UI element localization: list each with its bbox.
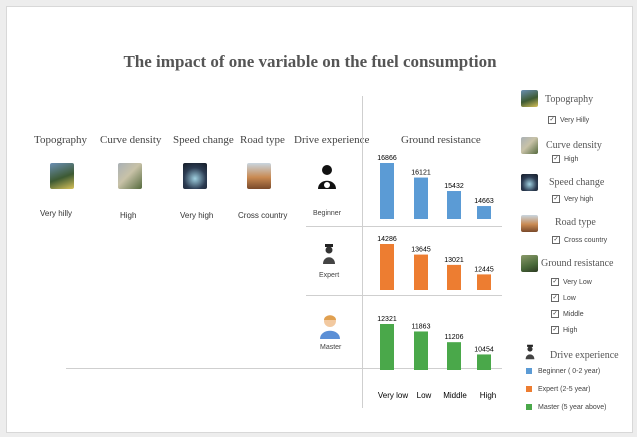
bar-value-label: 16866 xyxy=(377,155,397,162)
category-label: Very low xyxy=(378,391,408,400)
bar xyxy=(447,191,461,219)
hilly-road-icon xyxy=(50,163,74,189)
driver-icon xyxy=(318,165,336,189)
bar xyxy=(414,331,428,370)
hilly-road-icon xyxy=(521,90,538,107)
bar xyxy=(477,274,491,290)
header-road-type: Road type xyxy=(240,134,285,146)
checkbox-icon: ✓ xyxy=(548,116,556,124)
bar xyxy=(414,177,428,219)
legend-curve-density-item: ✓ High xyxy=(552,155,579,163)
legend-series-item: Beginner ( 0-2 year) xyxy=(526,368,600,375)
speed-change-value: Very high xyxy=(180,211,214,220)
bar xyxy=(414,254,428,290)
series-swatch xyxy=(526,368,532,375)
bar xyxy=(477,354,491,370)
header-speed-change: Speed change xyxy=(173,134,234,146)
legend-ground-item: ✓ High xyxy=(551,326,578,334)
category-label: Middle xyxy=(443,391,467,400)
level-label-master: Master xyxy=(320,344,342,351)
legend-ground-item: ✓ Low xyxy=(551,294,576,302)
baseline-divider xyxy=(66,368,502,369)
bar-value-label: 11206 xyxy=(445,334,464,341)
level-label-expert: Expert xyxy=(319,272,340,279)
header-curve-density: Curve density xyxy=(100,134,162,146)
series-swatch xyxy=(526,404,532,411)
curvy-road-icon xyxy=(521,137,538,154)
bar-value-label: 16121 xyxy=(411,170,431,177)
checkbox-icon: ✓ xyxy=(551,278,559,286)
level-label-beginner: Beginner xyxy=(313,210,342,217)
header-drive-experience: Drive experience xyxy=(294,134,370,146)
legend-speed-change-item: ✓ Very high xyxy=(552,195,594,203)
header-ground-resistance: Ground resistance xyxy=(401,134,481,146)
speedometer-icon xyxy=(183,163,207,189)
bar-value-label: 14663 xyxy=(474,198,494,205)
bar-value-label: 13645 xyxy=(411,247,431,254)
cross-country-road-icon xyxy=(247,163,271,189)
driver-icon xyxy=(320,315,340,339)
category-label: Low xyxy=(417,391,432,400)
chart-divider xyxy=(362,96,363,408)
series-swatch xyxy=(526,386,532,393)
driver-icon xyxy=(323,244,335,264)
bar-value-label: 12445 xyxy=(474,266,494,273)
bar xyxy=(380,244,394,290)
bar xyxy=(447,264,461,290)
bar-value-label: 11863 xyxy=(412,323,431,330)
legend-series-item: Master (5 year above) xyxy=(526,404,606,411)
driver-icon xyxy=(525,344,535,360)
bar-value-label: 12321 xyxy=(377,316,397,323)
row-divider-2 xyxy=(306,295,502,296)
legend-series-item: Expert (2-5 year) xyxy=(526,386,591,393)
legend-road-type-item: ✓ Cross country xyxy=(552,236,608,244)
checkbox-icon: ✓ xyxy=(551,294,559,302)
curvy-road-icon xyxy=(118,163,142,189)
topography-value: Very hilly xyxy=(40,209,73,218)
bar-value-label: 10454 xyxy=(474,346,494,353)
legend-speed-change-head: Speed change xyxy=(549,177,605,188)
row-divider-1 xyxy=(306,226,502,227)
bar-value-label: 14286 xyxy=(377,236,397,243)
speedometer-icon xyxy=(521,174,538,191)
checkbox-icon: ✓ xyxy=(552,195,560,203)
road-type-value: Cross country xyxy=(238,211,288,220)
checkbox-icon: ✓ xyxy=(551,310,559,318)
legend-drive-experience-head: Drive experience xyxy=(550,350,619,361)
checkbox-icon: ✓ xyxy=(551,326,559,334)
cross-country-road-icon xyxy=(521,215,538,232)
bar xyxy=(477,206,491,219)
bar-value-label: 13021 xyxy=(444,257,464,264)
bar-value-label: 15432 xyxy=(444,183,464,190)
category-label: High xyxy=(480,391,496,400)
bar xyxy=(447,342,461,370)
legend-ground-resistance-head: Ground resistance xyxy=(541,258,614,269)
bar xyxy=(380,324,394,370)
legend-curve-density-head: Curve density xyxy=(546,140,602,151)
legend-topography-head: Topography xyxy=(545,94,594,105)
legend-ground-item: ✓ Middle xyxy=(551,310,584,318)
ground-icon xyxy=(521,255,538,272)
bar xyxy=(380,163,394,219)
header-topography: Topography xyxy=(34,134,87,146)
checkbox-icon: ✓ xyxy=(552,155,560,163)
checkbox-icon: ✓ xyxy=(552,236,560,244)
curve-density-value: High xyxy=(120,211,137,220)
legend-ground-item: ✓ Very Low xyxy=(551,278,592,286)
legend-topography-item: ✓ Very Hilly xyxy=(548,116,590,124)
legend-road-type-head: Road type xyxy=(555,217,596,228)
chart-title: The impact of one variable on the fuel c… xyxy=(123,52,497,71)
